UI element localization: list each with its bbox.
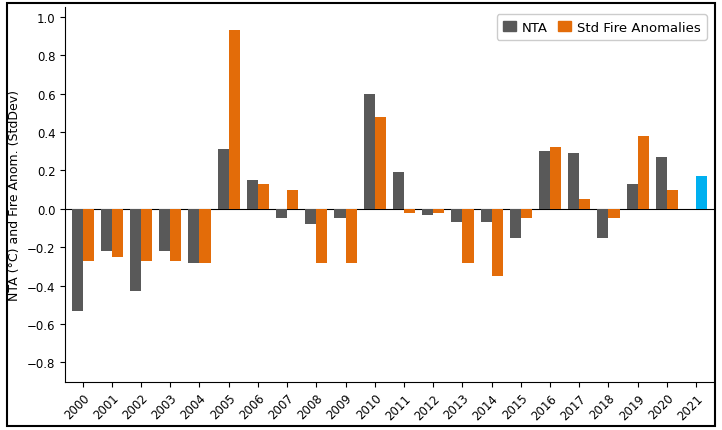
Bar [539,152,550,209]
Bar [82,209,94,261]
Bar [375,117,386,209]
Bar [609,209,619,219]
Bar [305,209,316,225]
Legend: NTA, Std Fire Anomalies: NTA, Std Fire Anomalies [497,15,707,41]
Bar [217,150,229,209]
Bar [451,209,462,223]
Bar [550,148,561,209]
Bar [393,173,404,209]
Bar [101,209,112,252]
Bar [656,158,667,209]
Bar [638,137,649,209]
Bar [696,177,708,209]
Bar [422,209,433,215]
Bar [492,209,503,276]
Bar [141,209,152,261]
Bar [229,31,240,209]
Bar [667,190,678,209]
Bar [130,209,141,292]
Bar [170,209,181,261]
Bar [247,181,258,209]
Bar [462,209,474,263]
Bar [159,209,170,252]
Bar [258,184,269,209]
Bar [199,209,211,263]
Bar [568,154,579,209]
Y-axis label: NTA (°C) and Fire Anom. (StdDev): NTA (°C) and Fire Anom. (StdDev) [9,90,22,300]
Bar [71,209,82,311]
Bar [346,209,357,263]
Bar [627,184,638,209]
Bar [364,95,375,209]
Bar [334,209,346,219]
Bar [433,209,444,213]
Bar [188,209,199,263]
Bar [579,200,591,209]
Bar [112,209,123,257]
Bar [316,209,328,263]
Bar [521,209,532,219]
Bar [404,209,415,213]
Bar [510,209,521,238]
Bar [481,209,492,223]
Bar [287,190,298,209]
Bar [276,209,287,219]
Bar [597,209,609,238]
